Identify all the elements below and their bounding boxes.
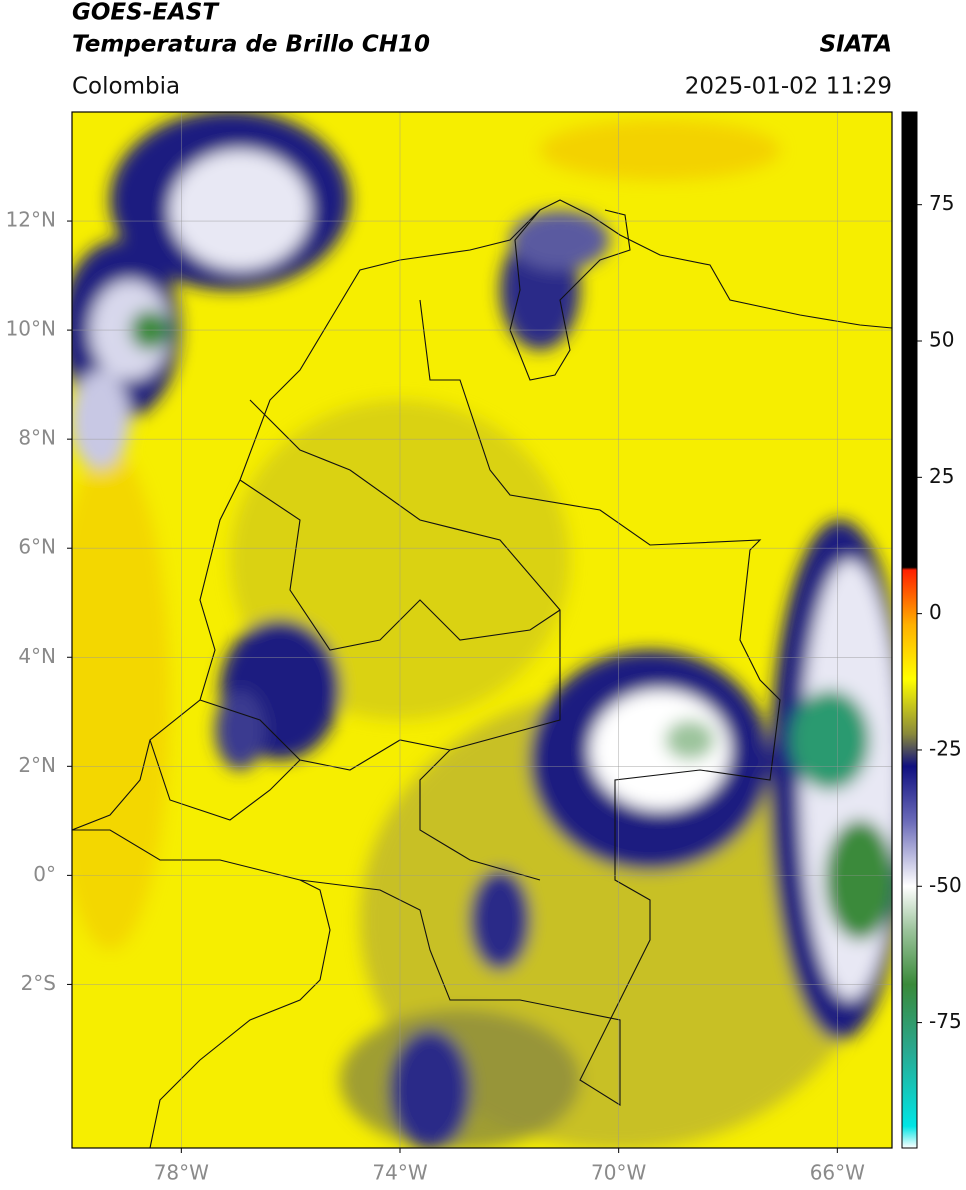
lat-tick-label: 10°N — [6, 317, 56, 341]
colorbar-tick-label: 0 — [929, 600, 942, 624]
lat-tick-label: 8°N — [18, 426, 56, 450]
lat-tick-label: 4°N — [18, 644, 56, 668]
colorbar — [901, 111, 918, 1149]
map-frame — [71, 111, 893, 1149]
lon-tick-label: 70°W — [591, 1161, 646, 1185]
lat-tick-label: 6°N — [18, 535, 56, 559]
lat-tick-label: 0° — [33, 862, 56, 886]
colorbar-tick-label: -75 — [929, 1009, 962, 1033]
colorbar-tick-label: 75 — [929, 191, 954, 215]
lat-tick-label: 2°N — [18, 753, 56, 777]
datetime: 2025-01-02 11:29 — [685, 74, 892, 100]
satellite-image — [72, 112, 892, 1148]
source: SIATA — [820, 32, 892, 58]
lon-tick-label: 66°W — [810, 1161, 865, 1185]
colorbar-tick-label: 25 — [929, 464, 954, 488]
colorbar-tick-label: 50 — [929, 328, 954, 352]
lat-tick-label: 2°S — [21, 971, 56, 995]
lat-tick-label: 12°N — [6, 208, 56, 232]
subtitle: Temperatura de Brillo CH10 — [72, 32, 430, 58]
region: Colombia — [72, 74, 180, 100]
lon-tick-label: 78°W — [154, 1161, 209, 1185]
colorbar-tick-label: -50 — [929, 873, 962, 897]
colorbar-tick-label: -25 — [929, 736, 962, 760]
title: GOES-EAST — [72, 0, 220, 26]
grid — [72, 112, 892, 1148]
lon-tick-label: 74°W — [372, 1161, 427, 1185]
